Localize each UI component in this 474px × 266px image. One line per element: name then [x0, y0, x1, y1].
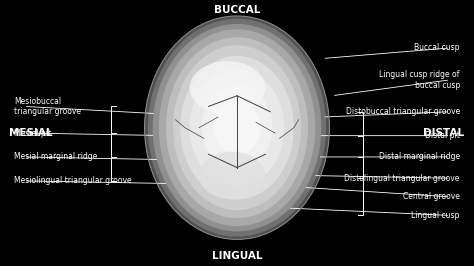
Ellipse shape	[145, 16, 329, 239]
Text: Mesiobuccal
triangular groove: Mesiobuccal triangular groove	[14, 97, 81, 116]
Text: BUCCAL: BUCCAL	[214, 5, 260, 15]
Text: LINGUAL: LINGUAL	[212, 251, 262, 261]
Ellipse shape	[190, 69, 284, 186]
Text: Mesial marginal ridge: Mesial marginal ridge	[14, 152, 98, 161]
Text: MESIAL: MESIAL	[9, 128, 53, 138]
Text: Buccal cusp: Buccal cusp	[414, 43, 460, 52]
Ellipse shape	[199, 152, 265, 200]
Ellipse shape	[173, 45, 301, 210]
Text: Mesial pit: Mesial pit	[14, 128, 51, 138]
Ellipse shape	[148, 19, 326, 237]
Text: Central groove: Central groove	[403, 192, 460, 201]
Text: Distal pit: Distal pit	[425, 131, 460, 140]
Text: Lingual cusp ridge of
buccal cusp: Lingual cusp ridge of buccal cusp	[379, 70, 460, 89]
Text: Distal marginal ridge: Distal marginal ridge	[379, 152, 460, 161]
Ellipse shape	[166, 37, 308, 218]
Ellipse shape	[180, 56, 294, 200]
Ellipse shape	[190, 61, 265, 114]
Ellipse shape	[213, 101, 261, 154]
Text: Lingual cusp: Lingual cusp	[411, 211, 460, 220]
Text: Distobuccal triangular groove: Distobuccal triangular groove	[346, 107, 460, 116]
Ellipse shape	[159, 29, 315, 226]
Text: DISTAL: DISTAL	[423, 128, 465, 138]
Ellipse shape	[201, 85, 273, 170]
Ellipse shape	[153, 24, 321, 231]
Text: Mesiolingual triangular groove: Mesiolingual triangular groove	[14, 176, 132, 185]
Text: Distolingual triangular groove: Distolingual triangular groove	[345, 174, 460, 183]
